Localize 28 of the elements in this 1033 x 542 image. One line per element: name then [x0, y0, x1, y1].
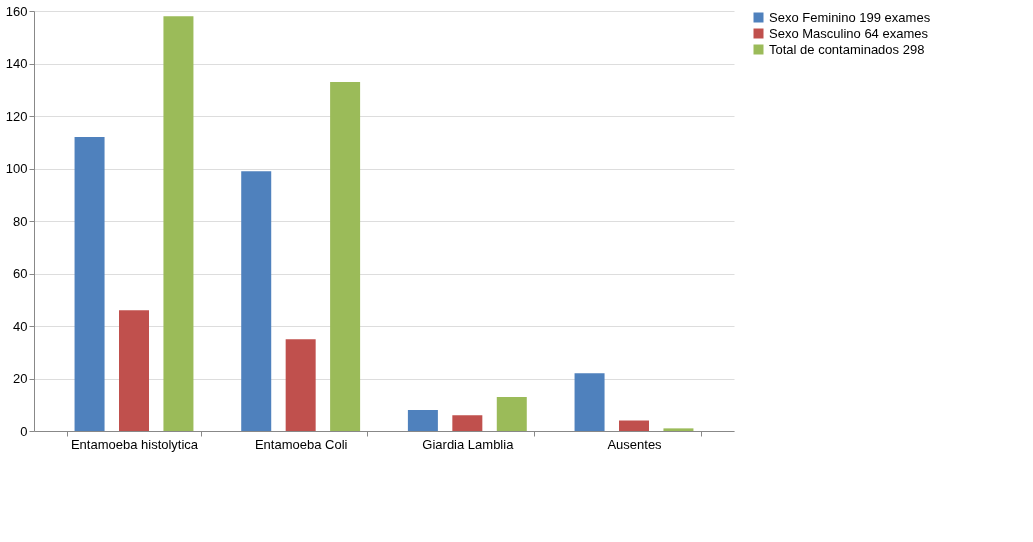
- bar: [619, 420, 649, 431]
- bar: [452, 415, 483, 431]
- bar: [119, 310, 149, 431]
- x-tick-label: Entamoeba histolytica: [70, 436, 199, 452]
- bar: [241, 171, 272, 431]
- bar: [574, 373, 605, 431]
- y-tick-label: 40: [13, 318, 28, 334]
- y-tick-label: 100: [5, 161, 28, 176]
- x-tick-label: Ausentes: [607, 436, 663, 452]
- x-tick-label: Entamoeba Coli: [254, 436, 348, 452]
- y-tick-label: 20: [13, 371, 28, 386]
- bar: [496, 396, 527, 431]
- y-tick-label: 0: [20, 423, 28, 439]
- y-tick-label: 120: [5, 108, 28, 124]
- x-tick-label: Giardia Lamblia: [422, 436, 515, 452]
- bar: [330, 81, 361, 431]
- y-tick-label: 80: [13, 213, 28, 229]
- bar: [163, 16, 194, 431]
- legend-label: Total de contaminados 298: [769, 41, 925, 57]
- bar: [74, 137, 105, 431]
- bar: [663, 428, 694, 431]
- y-tick-label: 160: [5, 3, 28, 19]
- bar: [407, 410, 438, 431]
- bar: [285, 339, 316, 431]
- legend-label: Sexo Feminino 199 exames: [769, 9, 931, 25]
- legend-label: Sexo Masculino 64 exames: [769, 25, 929, 41]
- y-tick-label: 140: [5, 56, 28, 71]
- y-tick-label: 60: [13, 266, 28, 281]
